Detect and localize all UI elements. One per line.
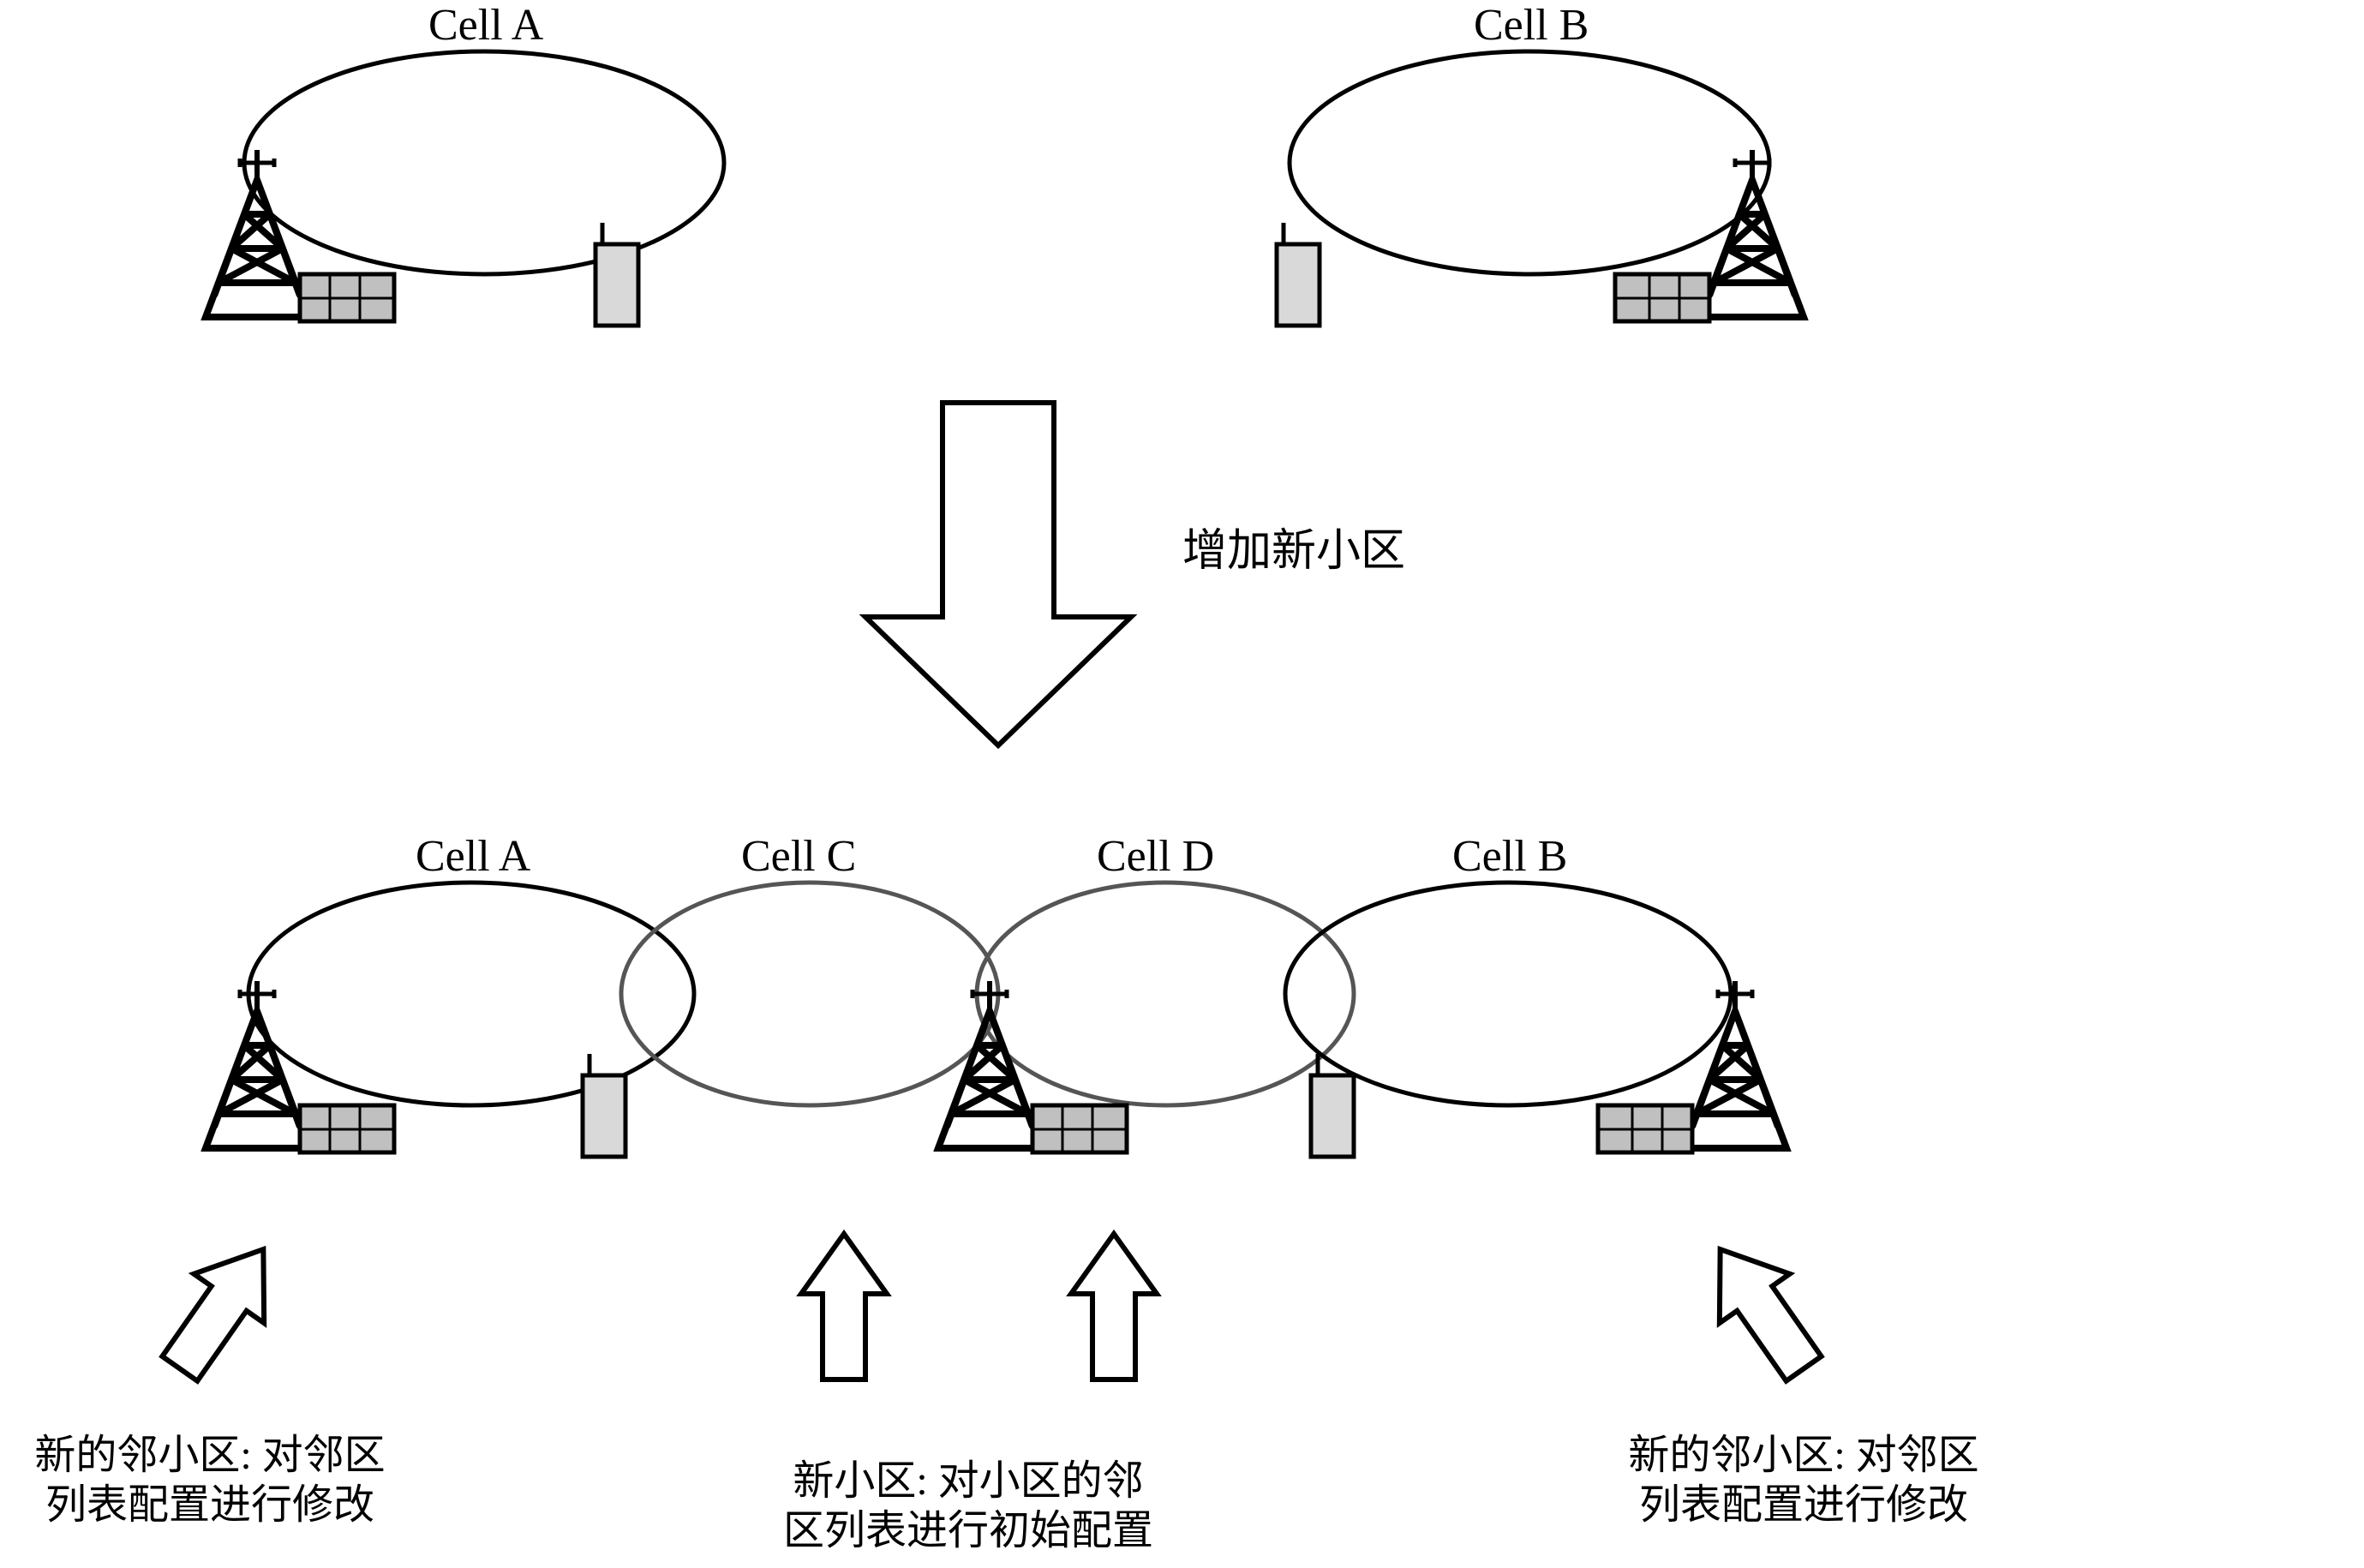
bottom-tower-c <box>938 981 1127 1152</box>
arrow-to-cell-c <box>801 1234 887 1379</box>
diagram-canvas <box>0 0 2364 1568</box>
bottom-cell-b-label: Cell B <box>1452 831 1567 882</box>
bottom-cell-d-label: Cell D <box>1097 831 1214 882</box>
bottom-cell-c-label: Cell C <box>741 831 856 882</box>
top-cell-a <box>244 51 724 274</box>
top-cell-b-label: Cell B <box>1474 0 1589 51</box>
arrow-to-cell-d <box>1071 1234 1157 1379</box>
bottom-phone-a <box>583 1054 625 1157</box>
top-cell-b <box>1290 51 1769 274</box>
arrow-to-cell-b <box>1685 1224 1839 1393</box>
add-cell-arrow <box>865 403 1131 745</box>
caption-c-line1: 新小区: 对小区的邻 <box>793 1458 1143 1504</box>
bottom-cell-c <box>621 883 998 1105</box>
top-phone-a <box>595 223 638 326</box>
caption-c: 新小区: 对小区的邻 区列表进行初始配置 <box>745 1457 1191 1555</box>
top-phone-b <box>1277 223 1320 326</box>
bottom-cell-a-label: Cell A <box>416 831 530 882</box>
caption-a-line1: 新的邻小区: 对邻区 <box>34 1433 385 1478</box>
caption-c-line2: 区列表进行初始配置 <box>783 1508 1153 1553</box>
caption-a: 新的邻小区: 对邻区 列表配置进行修改 <box>9 1431 411 1529</box>
caption-b-line2: 列表配置进行修改 <box>1639 1482 1968 1528</box>
caption-a-line2: 列表配置进行修改 <box>45 1482 374 1528</box>
bottom-cell-d <box>977 883 1354 1105</box>
arrow-to-cell-a <box>145 1224 298 1393</box>
top-cell-a-label: Cell A <box>428 0 543 51</box>
caption-b-line1: 新的邻小区: 对邻区 <box>1628 1433 1978 1478</box>
center-arrow-caption: 增加新小区 <box>1182 514 1405 578</box>
bottom-tower-b <box>1598 981 1786 1152</box>
bottom-cell-a <box>248 883 694 1105</box>
caption-b: 新的邻小区: 对邻区 列表配置进行修改 <box>1602 1431 2005 1529</box>
